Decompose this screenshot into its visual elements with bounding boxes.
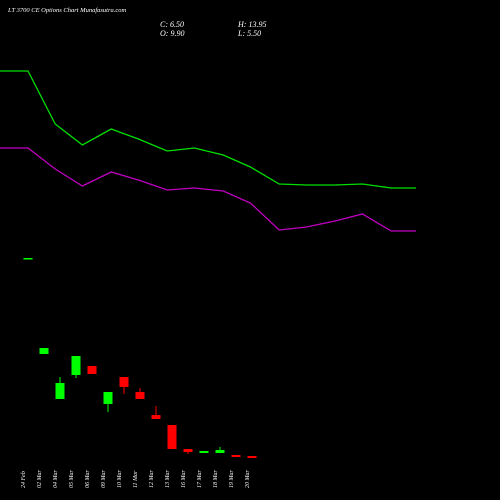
x-tick-label: 02 Mar bbox=[37, 470, 43, 488]
candle-body bbox=[87, 366, 97, 374]
candle-body bbox=[231, 455, 241, 457]
x-tick-label: 20 Mar bbox=[245, 470, 251, 488]
x-tick-label: 16 Mar bbox=[181, 470, 187, 488]
x-tick-label: 19 Mar bbox=[229, 470, 235, 488]
low-text: L: 5.50 bbox=[237, 29, 261, 38]
x-tick-label: 09 Mar bbox=[101, 470, 107, 488]
x-tick-label: 10 Mar bbox=[117, 470, 123, 488]
candle-body bbox=[23, 258, 33, 260]
candle-body bbox=[71, 356, 81, 375]
candle-body bbox=[103, 392, 113, 404]
x-tick-label: 11 Mar bbox=[133, 470, 139, 488]
candle-body bbox=[55, 383, 65, 399]
x-tick-label: 13 Mar bbox=[165, 470, 171, 488]
candle-body bbox=[39, 348, 49, 354]
chart-title: LT 3700 CE Options Chart Munafasutra.com bbox=[7, 7, 127, 14]
candle-body bbox=[119, 377, 129, 387]
x-tick-label: 24 Feb bbox=[20, 471, 27, 488]
candle-body bbox=[215, 450, 225, 453]
x-tick-label: 17 Mar bbox=[197, 470, 203, 488]
candle-body bbox=[167, 425, 177, 449]
candle-body bbox=[183, 449, 193, 452]
high-text: H: 13.95 bbox=[237, 20, 266, 29]
indicator-line bbox=[0, 70, 416, 189]
x-tick-label: 04 Mar bbox=[52, 470, 59, 488]
candle-body bbox=[151, 415, 161, 419]
open-text: O: 9.90 bbox=[160, 29, 184, 38]
candle-body bbox=[247, 456, 257, 458]
x-tick-label: 05 Mar bbox=[69, 470, 75, 488]
candle-body bbox=[135, 392, 145, 399]
x-tick-label: 18 Mar bbox=[213, 470, 219, 488]
x-tick-label: 12 Mar bbox=[149, 470, 155, 488]
x-tick-label: 06 Mar bbox=[85, 470, 91, 488]
candle-body bbox=[199, 451, 209, 453]
indicator-line bbox=[0, 147, 416, 232]
close-text: C: 6.50 bbox=[160, 20, 184, 29]
